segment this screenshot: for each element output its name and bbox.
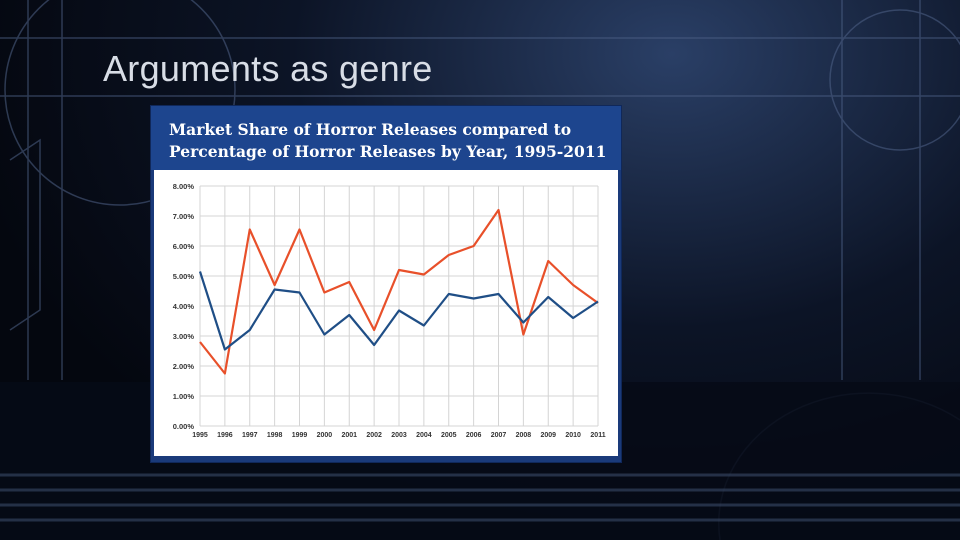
chart-title-line-1: Market Share of Horror Releases compared…	[169, 120, 572, 139]
x-tick-label: 2011	[590, 432, 605, 439]
slide-title: Arguments as genre	[103, 48, 433, 89]
series-line-1	[199, 208, 599, 375]
chart-panel: Market Share of Horror Releases compared…	[150, 105, 622, 463]
x-tick-label: 2005	[441, 432, 457, 439]
x-tick-label: 2003	[391, 432, 407, 439]
x-tick-label: 2000	[317, 432, 333, 439]
x-tick-label: 2006	[466, 432, 482, 439]
x-tick-label: 2007	[491, 432, 507, 439]
y-tick-label: 8.00%	[173, 182, 195, 191]
y-tick-label: 0.00%	[173, 422, 195, 431]
x-tick-label: 2010	[565, 432, 581, 439]
chart-header: Market Share of Horror Releases compared…	[151, 106, 621, 170]
x-tick-label: 2008	[516, 432, 532, 439]
x-tick-label: 2009	[540, 432, 556, 439]
y-tick-label: 1.00%	[173, 392, 195, 401]
series-line-2	[198, 271, 599, 351]
y-tick-label: 2.00%	[173, 362, 195, 371]
y-tick-label: 6.00%	[173, 242, 195, 251]
x-tick-label: 2002	[366, 432, 382, 439]
x-tick-label: 1999	[292, 432, 308, 439]
x-tick-label: 2001	[341, 432, 357, 439]
x-tick-label: 1996	[217, 432, 233, 439]
y-tick-label: 5.00%	[173, 272, 195, 281]
y-tick-label: 4.00%	[173, 302, 195, 311]
x-tick-label: 1995	[192, 432, 208, 439]
x-tick-label: 1998	[267, 432, 283, 439]
line-chart: 0.00% 1.00% 2.00% 3.00% 4.00% 5.00% 6.00% 7.00%…	[154, 170, 618, 456]
y-tick-label: 7.00%	[173, 212, 195, 221]
chart-title-line-2: Percentage of Horror Releases by Year, 1…	[169, 142, 607, 161]
x-tick-label: 1997	[242, 432, 258, 439]
y-tick-label: 3.00%	[173, 332, 195, 341]
x-tick-label: 2004	[416, 432, 432, 439]
